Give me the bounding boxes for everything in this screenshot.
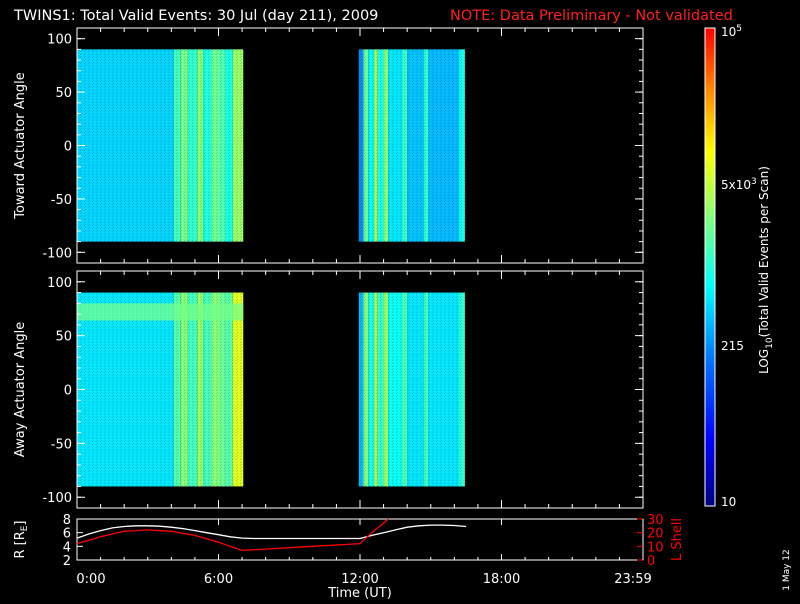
colorbar-label: LOG10(Total Valid Events per Scan): [757, 166, 775, 374]
away-panel: 100 50 0 -50 -100 Away Actuator Angle: [13, 270, 644, 509]
y2-tick-label: 20: [647, 527, 664, 542]
y-tick-label: 100: [47, 33, 72, 48]
heatmap-texture: [77, 49, 244, 242]
page-title: TWINS1: Total Valid Events: 30 Jul (day …: [13, 8, 378, 24]
y-tick-label: 8: [63, 513, 71, 528]
x-tick-label: 0:00: [76, 572, 105, 587]
y-tick-label: 4: [63, 540, 71, 555]
colorbar-tick-label: 10: [721, 495, 736, 509]
y-tick-label: -100: [42, 246, 72, 261]
x-tick-label: 6:00: [204, 572, 233, 587]
y2-axis-label: L Shell: [670, 518, 685, 561]
y-tick-label: 6: [63, 527, 71, 542]
y-tick-label: -50: [51, 437, 72, 452]
x-axis-label: Time (UT): [327, 586, 392, 600]
preliminary-note: NOTE: Data Preliminary - Not validated: [450, 8, 733, 24]
y2-tick-label: 30: [647, 513, 664, 528]
y-axis-label: Toward Actuator Angle: [13, 72, 28, 219]
y-tick-label: 2: [63, 554, 71, 569]
y-axis-label: Away Actuator Angle: [13, 322, 28, 457]
y2-tick-label: 10: [647, 540, 664, 555]
colorbar: 105 5x103 215 10 LOG10(Total Valid Event…: [704, 24, 775, 509]
radius-line: [76, 524, 467, 540]
x-tick-label: 12:00: [341, 572, 378, 587]
heatmap-texture: [358, 292, 465, 487]
heatmap-texture: [77, 292, 244, 487]
y-tick-label: 50: [55, 86, 72, 101]
y-tick-label: -100: [42, 491, 72, 506]
y-axis-label: R [RE]: [13, 520, 30, 558]
y-tick-label: -50: [51, 193, 72, 208]
heatmap-texture: [358, 49, 465, 242]
date-stamp: 1 May 12: [782, 549, 792, 591]
y-tick-label: 0: [64, 384, 72, 399]
y-tick-label: 0: [64, 140, 72, 155]
colorbar-tick-label: 215: [721, 339, 744, 353]
y-tick-label: 100: [47, 276, 72, 291]
x-tick-label: 18:00: [483, 572, 520, 587]
l-shell-line: [76, 518, 389, 552]
heatmap-band: [77, 303, 244, 321]
colorbar-gradient: [704, 27, 716, 507]
y-tick-label: 50: [55, 330, 72, 345]
colorbar-tick-label: 105: [721, 24, 742, 39]
panel-frame: [76, 518, 644, 561]
x-tick-label: 23:59: [614, 572, 651, 587]
y2-tick-label: 0: [647, 554, 655, 569]
colorbar-tick-label: 5x103: [721, 177, 757, 192]
toward-panel: 100 50 0 -50 -100 Toward Actuator Angle: [13, 27, 644, 264]
